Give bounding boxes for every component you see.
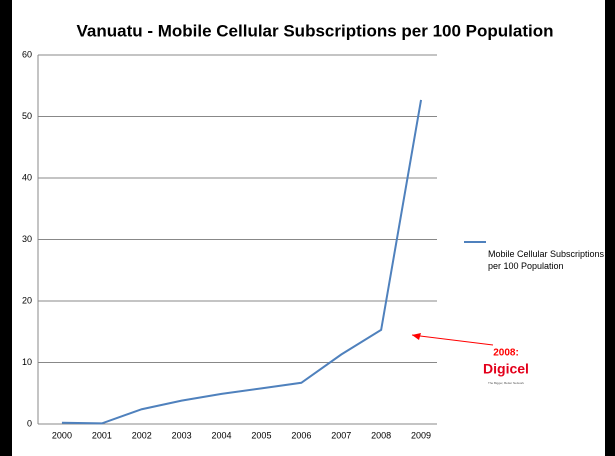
x-tick-label: 2006 [291, 430, 311, 440]
chart-frame [12, 0, 605, 456]
y-tick-label: 20 [22, 295, 32, 305]
y-tick-label: 10 [22, 357, 32, 367]
x-tick-label: 2007 [331, 430, 351, 440]
x-tick-label: 2008 [371, 430, 391, 440]
x-tick-label: 2003 [172, 430, 192, 440]
annotation-year: 2008: [493, 348, 519, 359]
y-tick-label: 60 [22, 49, 32, 59]
x-tick-label: 2001 [92, 430, 112, 440]
x-tick-label: 2009 [411, 430, 431, 440]
data-line [61, 99, 423, 425]
annotation-tagline: The Bigger, Better Network [488, 381, 525, 385]
y-tick-label: 30 [22, 234, 32, 244]
x-tick-label: 2002 [132, 430, 152, 440]
y-tick-label: 0 [27, 418, 32, 428]
x-tick-label: 2005 [251, 430, 271, 440]
y-tick-label: 50 [22, 111, 32, 121]
x-tick-label: 2000 [52, 430, 72, 440]
y-tick-label: 40 [22, 172, 32, 182]
annotation-brand: Digicel [483, 361, 529, 377]
annotation-arrow [411, 334, 494, 346]
legend-label: Mobile Cellular Subscriptions per 100 Po… [488, 249, 605, 271]
chart-title: Vanuatu - Mobile Cellular Subscriptions … [76, 21, 553, 40]
arrow-head [412, 333, 421, 340]
x-tick-label: 2004 [212, 430, 232, 440]
